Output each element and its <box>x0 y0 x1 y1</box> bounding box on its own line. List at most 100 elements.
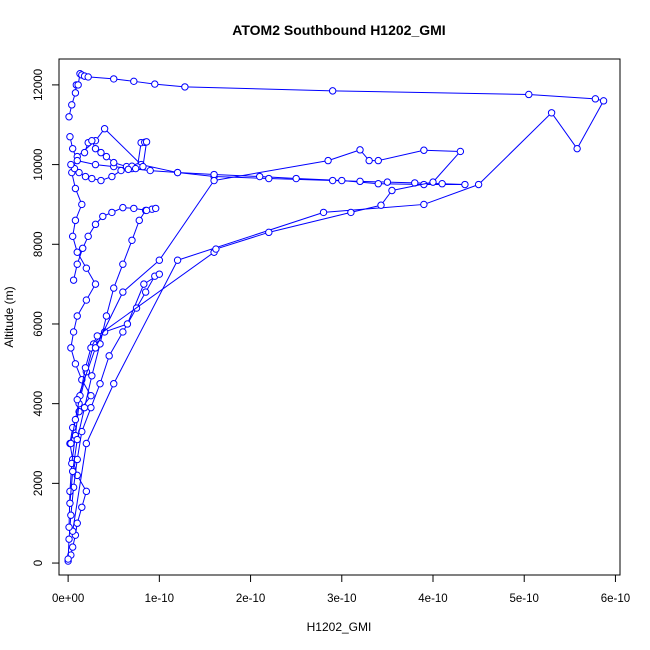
data-point <box>65 523 73 531</box>
series-segment <box>69 471 74 504</box>
y-tick-label: 4000 <box>33 391 45 417</box>
data-point <box>69 276 78 284</box>
data-point <box>84 73 92 81</box>
data-point <box>130 204 138 213</box>
data-point <box>324 156 332 165</box>
data-point <box>591 95 600 103</box>
data-point <box>65 113 73 121</box>
data-point <box>173 168 182 177</box>
data-point <box>429 178 437 186</box>
series-segment <box>95 291 124 349</box>
data-point <box>155 270 164 278</box>
series-segment <box>84 375 93 408</box>
series-segment <box>136 142 142 168</box>
data-point <box>356 177 364 186</box>
data-point <box>139 162 147 171</box>
y-tick-label: 8000 <box>33 231 45 257</box>
data-point <box>81 364 90 372</box>
series-segment <box>126 283 145 325</box>
series-segment <box>378 149 424 162</box>
data-point <box>110 158 118 167</box>
data-point <box>292 174 300 183</box>
series-segment <box>215 231 269 250</box>
series-segment <box>85 383 115 444</box>
series-segment <box>104 323 128 333</box>
data-point <box>67 160 75 169</box>
data-point <box>420 146 428 154</box>
data-point <box>151 80 159 88</box>
data-point <box>73 435 81 444</box>
data-point <box>420 200 428 209</box>
data-point <box>181 83 189 91</box>
data-point <box>102 152 111 161</box>
data-point <box>73 156 81 165</box>
data-point <box>356 146 364 154</box>
data-point <box>73 260 81 268</box>
series-segment <box>268 178 333 182</box>
series-segment <box>88 76 114 80</box>
data-point <box>71 216 80 225</box>
data-point <box>599 97 608 105</box>
series-layer <box>64 70 608 565</box>
data-point <box>255 172 264 181</box>
data-point <box>64 555 72 563</box>
data-point <box>128 236 136 244</box>
series-segment <box>154 83 185 88</box>
data-point <box>99 212 107 221</box>
data-point <box>456 147 465 156</box>
data-point <box>123 320 132 328</box>
series-1 <box>64 125 469 565</box>
series-segment <box>140 164 178 174</box>
data-point <box>74 81 82 89</box>
data-point <box>68 232 77 241</box>
series-6 <box>67 146 465 448</box>
x-axis: 0e+00 1e-10 2e-10 3e-10 4e-10 5e-10 6e-10 <box>52 574 630 605</box>
data-point <box>119 288 127 296</box>
x-tick-label: 4e-10 <box>418 593 447 605</box>
data-point <box>68 101 76 109</box>
y-tick-label: 2000 <box>33 471 45 497</box>
data-point <box>69 328 78 336</box>
data-point <box>119 203 127 212</box>
series-5 <box>67 136 151 185</box>
data-point <box>131 164 140 173</box>
x-tick-label: 0e+00 <box>52 593 84 605</box>
x-tick-label: 6e-10 <box>601 593 630 605</box>
data-point <box>91 280 100 288</box>
y-tick-label: 12000 <box>33 69 45 101</box>
data-point <box>328 176 337 185</box>
series-segment <box>158 180 215 261</box>
y-tick-label: 10000 <box>33 149 45 181</box>
data-point <box>80 148 89 157</box>
data-point <box>141 288 150 296</box>
data-point <box>117 166 125 175</box>
data-point <box>75 168 83 177</box>
data-point <box>71 184 80 193</box>
series-segment <box>268 211 352 233</box>
series-4 <box>66 203 160 507</box>
data-point <box>155 256 164 264</box>
data-point <box>210 176 218 185</box>
data-point <box>87 391 95 400</box>
data-point <box>71 415 80 424</box>
plot-area-frame <box>58 58 621 576</box>
series-segment <box>72 439 78 472</box>
x-tick-label: 2e-10 <box>236 593 265 605</box>
data-point <box>142 206 151 215</box>
data-point <box>93 332 102 340</box>
series-segment <box>528 93 596 100</box>
data-point <box>265 174 273 183</box>
x-tick-label: 1e-10 <box>145 593 174 605</box>
data-point <box>212 245 220 253</box>
data-point <box>67 439 75 448</box>
data-point <box>82 487 91 496</box>
data-point <box>110 284 118 292</box>
series-segment <box>360 180 388 183</box>
data-point <box>173 256 182 264</box>
data-point <box>374 156 382 165</box>
data-point <box>68 423 77 432</box>
x-axis-label: H1202_GMI <box>307 620 372 634</box>
data-point <box>105 352 113 360</box>
y-axis-label: Altitude (m) <box>2 286 16 347</box>
data-point <box>65 535 73 543</box>
